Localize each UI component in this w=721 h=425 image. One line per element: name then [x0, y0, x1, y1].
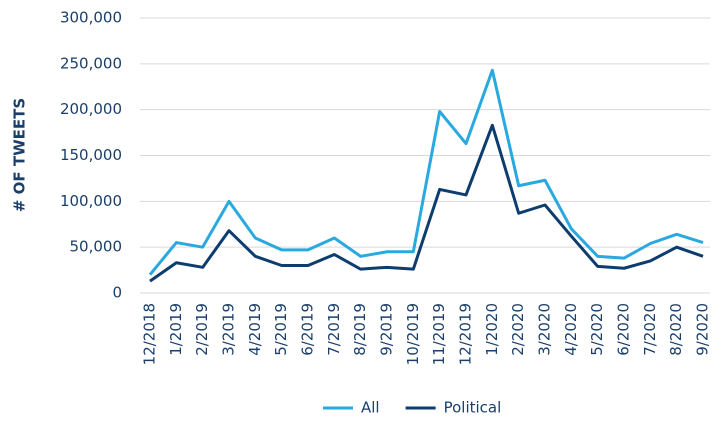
x-tick-label: 4/2019 — [246, 303, 264, 356]
y-tick-label: 100,000 — [60, 192, 122, 210]
x-tick-label: 11/2019 — [430, 303, 448, 365]
x-tick-label: 8/2019 — [351, 303, 369, 356]
y-tick-label: 150,000 — [60, 146, 122, 164]
x-tick-label: 10/2019 — [404, 303, 422, 365]
y-tick-label: 50,000 — [70, 238, 123, 256]
x-tick-label: 7/2019 — [325, 303, 343, 356]
x-tick-label: 7/2020 — [641, 303, 659, 356]
legend-label: All — [361, 399, 380, 417]
x-tick-label: 1/2019 — [167, 303, 185, 356]
x-tick-label: 4/2020 — [562, 303, 580, 356]
legend-label: Political — [444, 399, 502, 417]
y-tick-label: 250,000 — [60, 54, 122, 72]
y-axis-label: # OF TWEETS — [11, 98, 29, 212]
x-tick-label: 12/2019 — [457, 303, 475, 365]
line-series — [149, 123, 704, 283]
line-series — [148, 68, 704, 276]
x-tick-label: 5/2020 — [588, 303, 606, 356]
x-tick-label: 6/2020 — [615, 303, 633, 356]
x-tick-label: 9/2019 — [378, 303, 396, 356]
x-tick-label: 5/2019 — [272, 303, 290, 356]
x-tick-label: 1/2020 — [483, 303, 501, 356]
x-tick-label: 3/2020 — [536, 303, 554, 356]
x-tick-label: 9/2020 — [694, 303, 712, 356]
y-tick-label: 200,000 — [60, 100, 122, 118]
x-tick-label: 12/2018 — [141, 303, 159, 365]
x-tick-label: 2/2020 — [509, 303, 527, 356]
y-tick-label: 0 — [112, 284, 122, 302]
y-tick-label: 300,000 — [60, 9, 122, 27]
x-tick-label: 6/2019 — [299, 303, 317, 356]
x-tick-label: 3/2019 — [220, 303, 238, 356]
x-tick-label: 2/2019 — [193, 303, 211, 356]
x-tick-label: 8/2020 — [667, 303, 685, 356]
